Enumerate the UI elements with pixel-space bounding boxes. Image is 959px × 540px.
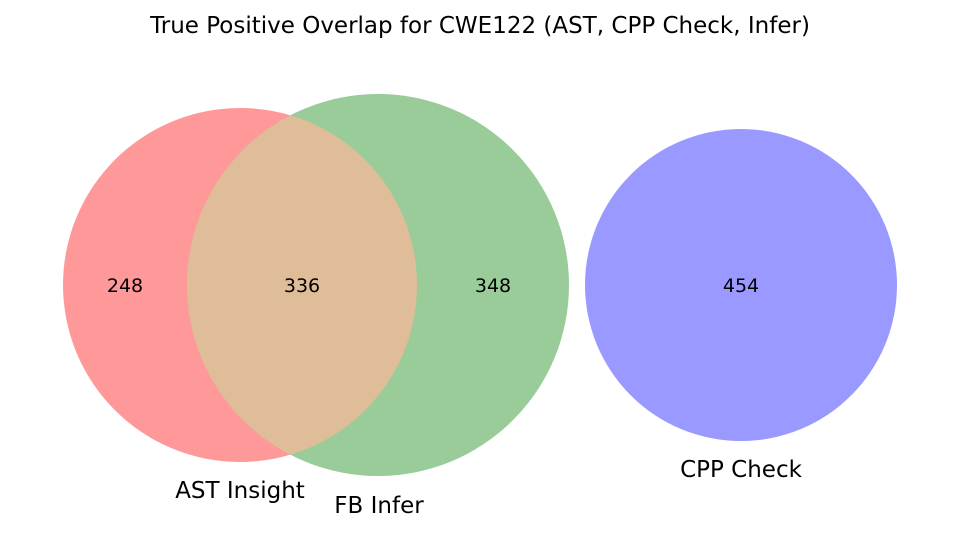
infer-only-count: 348 bbox=[475, 275, 511, 297]
fb-infer-label: FB Infer bbox=[334, 493, 424, 519]
cpp-check-label: CPP Check bbox=[680, 457, 803, 483]
cpp-only-count: 454 bbox=[723, 275, 759, 297]
ast-only-count: 248 bbox=[107, 275, 143, 297]
diagram-title: True Positive Overlap for CWE122 (AST, C… bbox=[149, 13, 810, 39]
ast-insight-label: AST Insight bbox=[175, 478, 305, 504]
ast-infer-count: 336 bbox=[284, 275, 320, 297]
cpp-check-circle bbox=[585, 129, 897, 441]
ast-infer-overlap bbox=[187, 108, 417, 462]
